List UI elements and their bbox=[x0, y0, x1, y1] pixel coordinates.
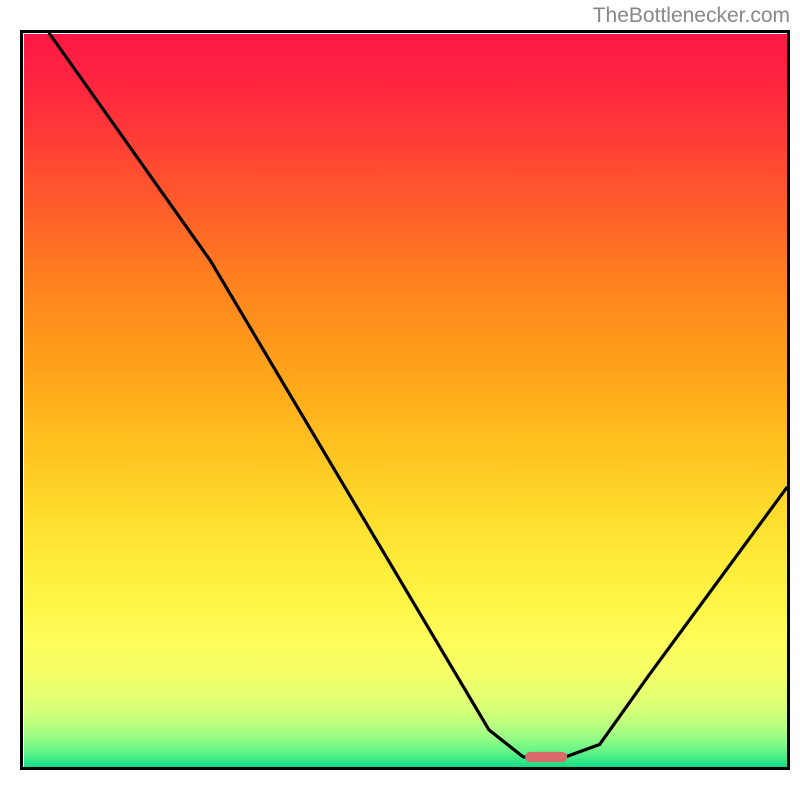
chart-gradient-background bbox=[24, 34, 787, 767]
watermark-text: TheBottleneсker.com bbox=[593, 4, 790, 28]
